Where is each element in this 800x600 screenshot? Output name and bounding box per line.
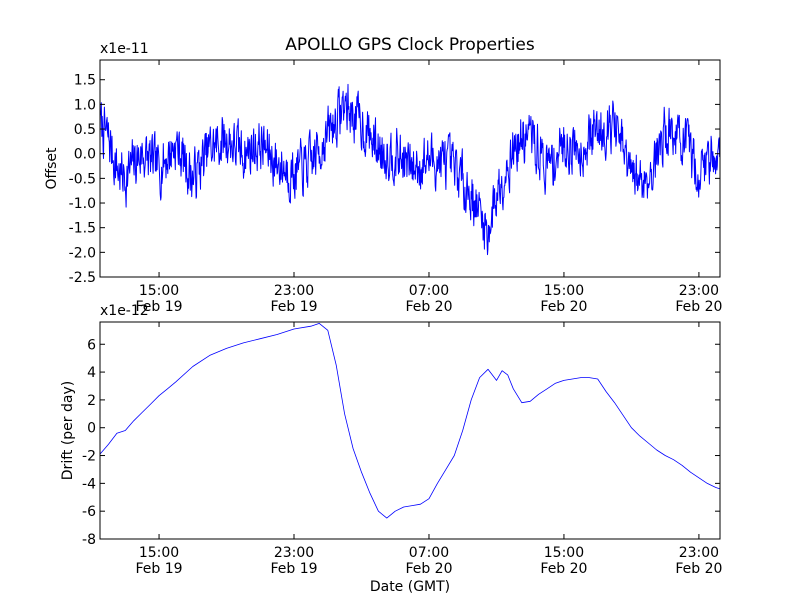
x-axis-label: Date (GMT) [370, 579, 450, 595]
offset-y-tick-label: -2.5 [69, 270, 96, 286]
offset-x-tick-time: 15:00 [139, 283, 179, 299]
drift-y-tick-label: -4 [82, 476, 96, 492]
offset-x-tick-time: 07:00 [409, 283, 449, 299]
drift-y-tick-label: -2 [82, 449, 96, 465]
offset-x-tick-date: Feb 19 [270, 299, 317, 315]
offset-x-tick-time: 23:00 [274, 283, 314, 299]
offset-y-tick-label: -1.5 [69, 221, 96, 237]
drift-y-axis-label: Drift (per day) [60, 381, 76, 480]
drift-x-tick-date: Feb 20 [540, 561, 587, 577]
offset-y-tick-label: 1.5 [74, 73, 96, 89]
offset-y-tick-label: 1.0 [74, 97, 96, 113]
offset-y-axis-label: Offset [44, 147, 60, 190]
offset-x-tick-date: Feb 20 [675, 299, 722, 315]
offset-panel: -2.5-2.0-1.5-1.0-0.50.00.51.01.5 15:00Fe… [44, 41, 722, 315]
offset-y-ticks: -2.5 -2.0 -1.5 -1.0 -0.5 0.0 0.5 1.0 1.5 [69, 73, 720, 286]
drift-x-tick-date: Feb 19 [270, 561, 317, 577]
drift-y-tick-label: 6 [87, 337, 96, 353]
offset-x-tick-date: Feb 20 [540, 299, 587, 315]
drift-x-tick-time: 23:00 [274, 545, 314, 561]
offset-y-tick-label: -0.5 [69, 171, 96, 187]
drift-series-line [100, 323, 720, 519]
drift-x-tick-time: 15:00 [139, 545, 179, 561]
offset-y-tick-label: 0.0 [74, 147, 96, 163]
drift-y-tick-label: 4 [87, 365, 96, 381]
drift-x-tick-date: Feb 20 [675, 561, 722, 577]
drift-x-tick-time: 15:00 [544, 545, 584, 561]
drift-series-layer [100, 323, 720, 519]
drift-y-multiplier: x1e-12 [100, 303, 149, 319]
drift-y-tick-label: 0 [87, 421, 96, 437]
offset-series-line [100, 83, 720, 256]
offset-y-tick-label: -1.0 [69, 196, 96, 212]
drift-x-tick-date: Feb 20 [405, 561, 452, 577]
drift-x-tick-date: Feb 19 [136, 561, 183, 577]
drift-x-tick-time: 23:00 [679, 545, 719, 561]
figure-title: APOLLO GPS Clock Properties [285, 35, 535, 55]
drift-x-tick-time: 07:00 [409, 545, 449, 561]
offset-y-multiplier: x1e-11 [100, 41, 149, 57]
drift-y-tick-label: -6 [82, 504, 96, 520]
drift-axes-frame [99, 321, 721, 540]
drift-y-ticks: -8 -6 -4 -2 0 2 4 6 [82, 337, 720, 548]
offset-axes-frame [99, 59, 721, 278]
offset-series-layer [100, 83, 720, 256]
offset-x-tick-time: 23:00 [679, 283, 719, 299]
offset-y-tick-label: 0.5 [74, 122, 96, 138]
drift-y-tick-label: 2 [87, 393, 96, 409]
offset-x-tick-date: Feb 19 [136, 299, 183, 315]
offset-y-tick-label: -2.0 [69, 245, 96, 261]
offset-x-tick-date: Feb 20 [405, 299, 452, 315]
drift-y-tick-label: -8 [82, 532, 96, 548]
offset-x-tick-time: 15:00 [544, 283, 584, 299]
